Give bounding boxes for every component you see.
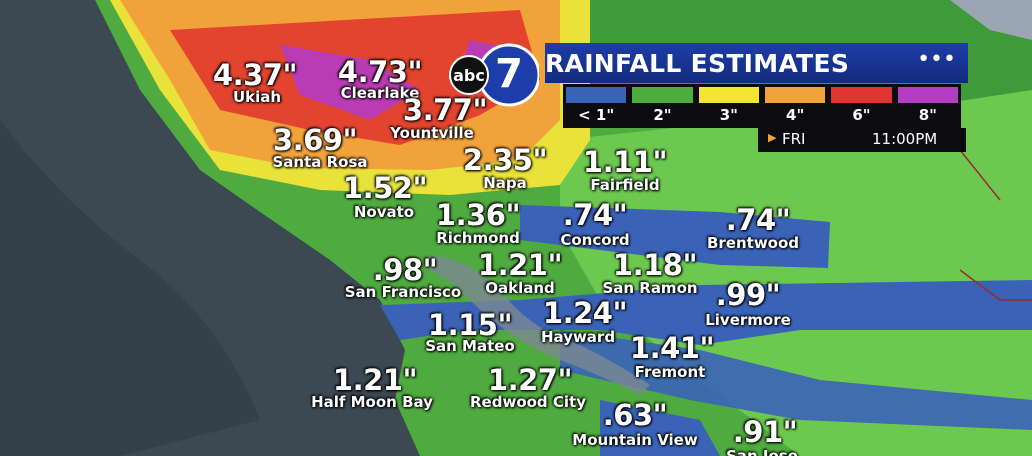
city-name: Clearlake: [340, 84, 420, 102]
logo-text: abc: [453, 66, 485, 85]
city-name: Napa: [483, 174, 527, 192]
city-name: Fremont: [634, 363, 706, 381]
rainfall-value: 1.11": [582, 145, 668, 179]
rainfall-value: 4.73": [337, 55, 423, 89]
city-name: Yountville: [390, 124, 474, 142]
rainfall-value: .74": [725, 203, 791, 237]
rainfall-value: .99": [715, 278, 781, 312]
legend-label: 8": [918, 106, 937, 124]
rainfall-value: 1.21": [332, 363, 418, 397]
city-name: Half Moon Bay: [311, 393, 433, 411]
legend-swatch: [698, 87, 759, 103]
city-name: Brentwood: [706, 234, 800, 252]
rainfall-value: 1.27": [487, 363, 573, 397]
city-name: Livermore: [705, 311, 791, 329]
logo-number: 7: [495, 51, 523, 97]
title-bar: RAINFALL ESTIMATES •••: [545, 43, 968, 83]
rainfall-value: .74": [562, 198, 628, 232]
city-name: Mountain View: [572, 431, 698, 449]
city-name: Oakland: [485, 279, 555, 297]
menu-dots: •••: [917, 47, 956, 72]
city-name: Novato: [353, 203, 415, 221]
rainfall-value: 2.35": [462, 143, 548, 177]
rainfall-value: 3.69": [272, 123, 358, 157]
city-name: San Francisco: [344, 283, 462, 301]
legend-label: 4": [786, 106, 805, 124]
time: 11:00PM: [872, 130, 938, 148]
legend-swatch: [566, 87, 627, 103]
legend-label: 6": [852, 106, 871, 124]
legend: < 1" 2" 3" 4" 6" 8": [563, 84, 961, 128]
legend-swatch: [897, 87, 958, 103]
city-name: Santa Rosa: [272, 153, 368, 171]
rainfall-value: 1.24": [542, 296, 628, 330]
time-bar: ▶ FRI 11:00PM: [758, 128, 966, 152]
legend-swatch: [765, 87, 826, 103]
city-name: Redwood City: [470, 393, 586, 411]
rainfall-value: 1.41": [629, 331, 715, 365]
title: RAINFALL ESTIMATES: [545, 49, 850, 78]
rainfall-value: 4.37": [212, 58, 298, 92]
city-name: Fairfield: [590, 176, 660, 194]
legend-swatch: [831, 87, 892, 103]
rainfall-value: 1.15": [427, 308, 513, 342]
legend-label: < 1": [578, 106, 615, 124]
legend-label: 3": [719, 106, 738, 124]
day: FRI: [782, 130, 806, 148]
city-name: Hayward: [540, 328, 616, 346]
rainfall-value: .91": [732, 415, 798, 449]
rainfall-value: 1.52": [342, 171, 428, 205]
rainfall-value: .98": [372, 253, 438, 287]
rainfall-value: 3.77": [402, 93, 488, 127]
legend-panel: RAINFALL ESTIMATES ••• < 1" 2" 3" 4" 6" 8" ▶ …: [545, 43, 968, 152]
city-name: San Jose: [726, 447, 798, 456]
city-name: Ukiah: [232, 88, 282, 106]
logo: 7 abc: [449, 43, 539, 107]
rainfall-value: 1.36": [435, 198, 521, 232]
rainfall-value: 1.21": [477, 248, 563, 282]
city-name: Richmond: [436, 229, 520, 247]
city-name: Concord: [560, 231, 630, 249]
legend-label: 2": [653, 106, 672, 124]
arrow: ▶: [768, 131, 777, 144]
rainfall-value: .63": [602, 398, 668, 432]
city-name: San Mateo: [425, 337, 515, 355]
city-name: San Ramon: [602, 279, 698, 297]
rainfall-value: 1.18": [612, 248, 698, 282]
legend-swatch: [632, 87, 693, 103]
